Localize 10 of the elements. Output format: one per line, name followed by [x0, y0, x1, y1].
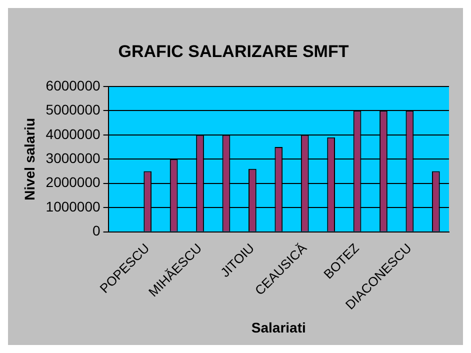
- y-tick-label: 4000000: [46, 126, 101, 142]
- y-tick-label: 6000000: [46, 77, 101, 94]
- y-tick-label: 3000000: [46, 150, 101, 166]
- x-axis-title: Salariati: [251, 319, 306, 336]
- y-axis-title: Nivel salariu: [21, 118, 38, 200]
- y-tick-label: 1000000: [46, 198, 101, 214]
- y-tick-label: 2000000: [46, 174, 101, 190]
- y-tick-label: 5000000: [46, 102, 101, 118]
- chart-title: GRAFIC SALARIZARE SMFT: [118, 42, 350, 61]
- y-tick-label: 0: [92, 222, 101, 239]
